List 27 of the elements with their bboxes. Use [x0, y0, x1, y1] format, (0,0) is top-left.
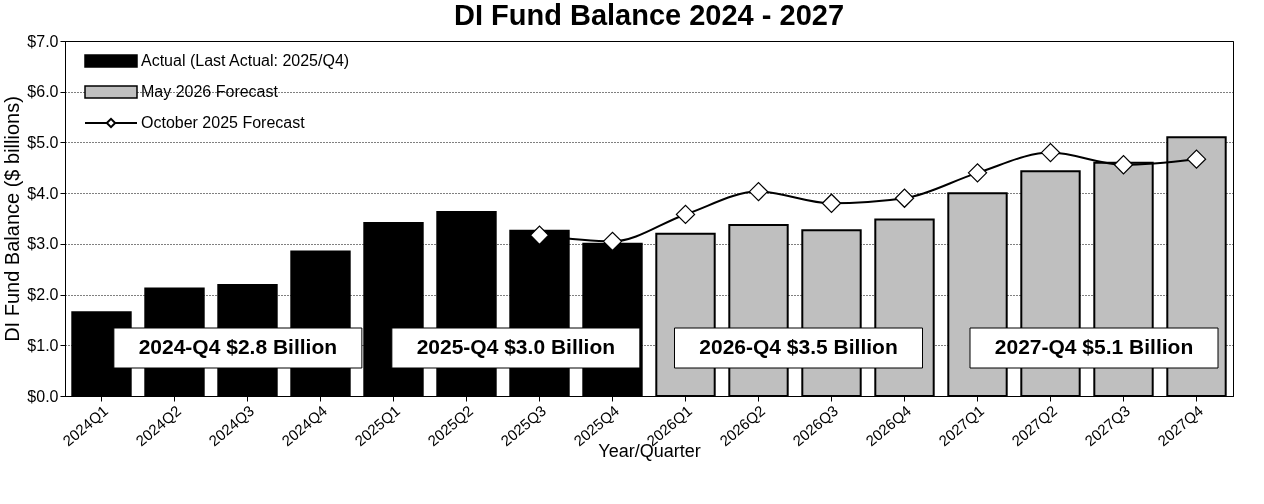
annotation: 2025-Q4 $3.0 Billion — [416, 335, 616, 358]
point — [748, 181, 769, 202]
point — [1113, 155, 1134, 175]
point — [529, 225, 550, 245]
y-tick-label: $6.0 — [27, 83, 59, 101]
y-tick-label: $0.0 — [27, 387, 59, 405]
y-tick-label: $4.0 — [27, 184, 59, 202]
annotation: 2026-Q4 $3.5 Billion — [699, 335, 898, 358]
point — [675, 204, 696, 225]
point — [1040, 142, 1061, 163]
point — [894, 188, 915, 208]
legend-label: October 2025 Forecast — [141, 114, 306, 131]
legend-label: Actual (Last Actual: 2025/Q4) — [141, 52, 350, 69]
y-axis-title: DI Fund Balance ($ billions) — [1, 96, 24, 342]
point — [1186, 149, 1207, 169]
annotation: 2024-Q4 $2.8 Billion — [138, 335, 338, 358]
chart-title: DI Fund Balance 2024 - 2027 — [453, 0, 845, 31]
y-tick-label: $7.0 — [27, 32, 59, 50]
point — [821, 193, 842, 213]
y-tick-label: $5.0 — [27, 133, 59, 151]
y-tick-label: $2.0 — [27, 286, 59, 304]
legend-label: May 2026 Forecast — [141, 83, 279, 100]
point — [602, 231, 623, 251]
annotation: 2027-Q4 $5.1 Billion — [994, 335, 1194, 358]
y-tick-label: $3.0 — [27, 235, 59, 253]
point — [967, 163, 988, 183]
y-tick-label: $1.0 — [27, 336, 59, 354]
